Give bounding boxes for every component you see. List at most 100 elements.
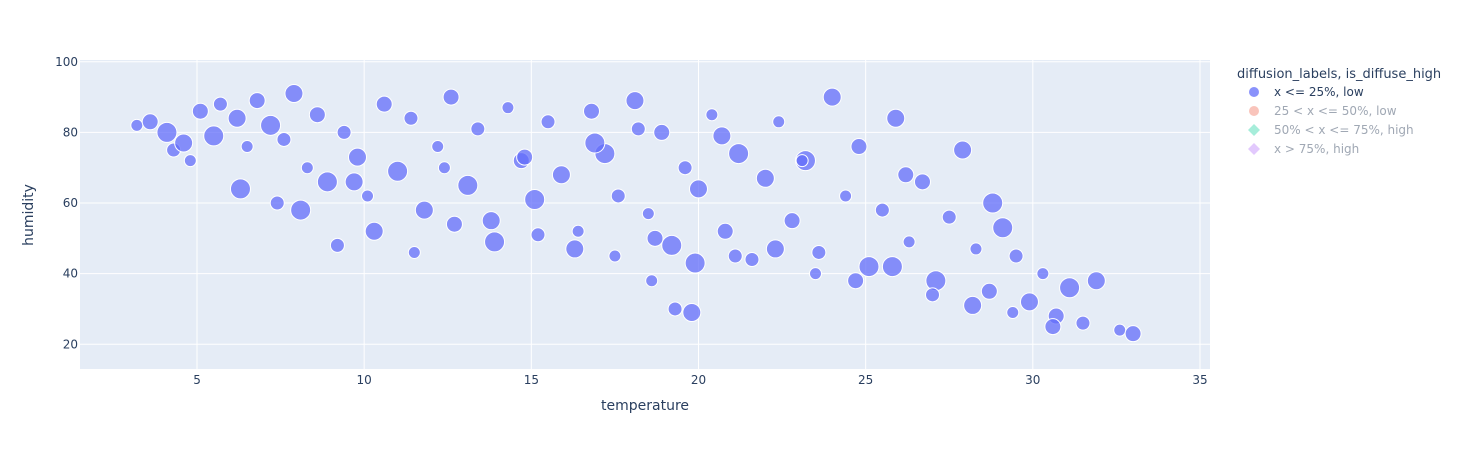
data-point[interactable] — [551, 165, 571, 185]
data-point[interactable] — [290, 199, 312, 221]
data-point[interactable] — [682, 302, 702, 322]
data-point[interactable] — [284, 84, 304, 104]
data-point[interactable] — [982, 192, 1004, 214]
data-point[interactable] — [183, 154, 197, 168]
data-point[interactable] — [992, 217, 1014, 239]
data-point[interactable] — [969, 242, 983, 256]
data-point[interactable] — [653, 123, 671, 141]
data-point[interactable] — [858, 256, 880, 278]
data-point[interactable] — [457, 174, 479, 196]
data-point[interactable] — [728, 143, 750, 165]
data-point[interactable] — [269, 195, 285, 211]
data-point[interactable] — [625, 91, 645, 111]
data-point[interactable] — [881, 256, 903, 278]
data-point[interactable] — [442, 88, 460, 106]
data-point[interactable] — [403, 110, 419, 126]
data-point[interactable] — [925, 270, 947, 292]
data-point[interactable] — [174, 133, 194, 153]
data-point[interactable] — [156, 121, 178, 143]
data-point[interactable] — [1036, 267, 1050, 281]
data-point[interactable] — [688, 179, 708, 199]
data-point[interactable] — [540, 114, 556, 130]
data-point[interactable] — [1059, 277, 1081, 299]
data-point[interactable] — [772, 115, 786, 129]
data-point[interactable] — [501, 101, 515, 115]
data-point[interactable] — [755, 168, 775, 188]
data-point[interactable] — [130, 118, 144, 132]
data-point[interactable] — [839, 189, 853, 203]
legend-item[interactable]: x > 75%, high — [1248, 142, 1359, 156]
data-point[interactable] — [925, 287, 941, 303]
data-point[interactable] — [227, 108, 247, 128]
data-point[interactable] — [571, 224, 585, 238]
data-point[interactable] — [248, 92, 266, 110]
data-point[interactable] — [641, 207, 655, 221]
data-point[interactable] — [646, 229, 664, 247]
data-point[interactable] — [1086, 271, 1106, 291]
data-point[interactable] — [783, 212, 801, 230]
data-point[interactable] — [630, 121, 646, 137]
data-point[interactable] — [811, 244, 827, 260]
data-point[interactable] — [364, 221, 384, 241]
data-point[interactable] — [941, 209, 957, 225]
data-point[interactable] — [886, 108, 906, 128]
data-point[interactable] — [661, 234, 683, 256]
legend-item[interactable]: 50% < x <= 75%, high — [1248, 123, 1414, 137]
data-point[interactable] — [712, 126, 732, 146]
data-point[interactable] — [329, 237, 345, 253]
data-point[interactable] — [141, 113, 159, 131]
data-point[interactable] — [608, 249, 622, 263]
data-point[interactable] — [902, 235, 916, 249]
data-point[interactable] — [191, 102, 209, 120]
data-point[interactable] — [347, 147, 367, 167]
legend[interactable]: diffusion_labels, is_diffuse_high x <= 2… — [1237, 67, 1441, 156]
data-point[interactable] — [407, 245, 421, 259]
data-point[interactable] — [565, 239, 585, 259]
data-point[interactable] — [913, 173, 931, 191]
data-point[interactable] — [481, 211, 501, 231]
data-point[interactable] — [240, 140, 254, 154]
data-point[interactable] — [437, 161, 451, 175]
data-point[interactable] — [229, 178, 251, 200]
data-point[interactable] — [645, 274, 659, 288]
data-point[interactable] — [850, 138, 868, 156]
data-point[interactable] — [744, 252, 760, 268]
data-point[interactable] — [530, 227, 546, 243]
data-point[interactable] — [897, 166, 915, 184]
data-points[interactable] — [130, 84, 1142, 343]
data-point[interactable] — [765, 239, 785, 259]
data-point[interactable] — [260, 114, 282, 136]
data-point[interactable] — [316, 171, 338, 193]
data-point[interactable] — [963, 295, 983, 315]
data-point[interactable] — [431, 140, 445, 154]
data-point[interactable] — [716, 222, 734, 240]
data-point[interactable] — [1008, 248, 1024, 264]
data-point[interactable] — [677, 160, 693, 176]
data-point[interactable] — [524, 188, 546, 210]
data-point[interactable] — [1124, 325, 1142, 343]
data-point[interactable] — [212, 96, 228, 112]
data-point[interactable] — [980, 282, 998, 300]
data-point[interactable] — [667, 301, 683, 317]
data-point[interactable] — [276, 131, 292, 147]
data-point[interactable] — [809, 267, 823, 281]
data-point[interactable] — [583, 102, 601, 120]
data-point[interactable] — [1075, 315, 1091, 331]
data-point[interactable] — [874, 202, 890, 218]
data-point[interactable] — [344, 172, 364, 192]
data-point[interactable] — [1113, 323, 1127, 337]
data-point[interactable] — [484, 231, 506, 253]
data-point[interactable] — [300, 161, 314, 175]
data-point[interactable] — [445, 215, 463, 233]
data-point[interactable] — [610, 188, 626, 204]
data-point[interactable] — [361, 189, 375, 203]
data-point[interactable] — [1019, 292, 1039, 312]
data-point[interactable] — [795, 154, 809, 168]
data-point[interactable] — [684, 252, 706, 274]
data-point[interactable] — [847, 272, 865, 290]
data-point[interactable] — [1006, 305, 1020, 319]
data-point[interactable] — [387, 160, 409, 182]
data-point[interactable] — [584, 132, 606, 154]
data-point[interactable] — [822, 87, 842, 107]
data-point[interactable] — [470, 121, 486, 137]
